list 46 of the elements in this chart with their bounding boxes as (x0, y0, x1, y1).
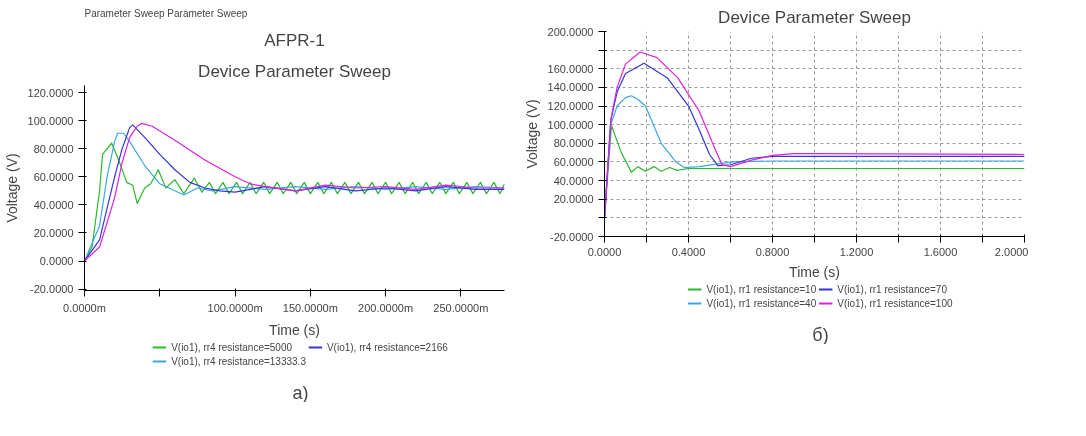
y-tick-label: 20.0000 (33, 226, 74, 239)
x-tick-label: 100.0000m (207, 301, 263, 314)
text: а) (292, 382, 309, 403)
legend-label: V(io1), rr4 resistance=13333.3 (171, 355, 306, 367)
chart-title: AFPR-1 (264, 30, 325, 50)
x-tick-label: 150.0000m (282, 301, 338, 314)
legend-label: V(io1), rr1 resistance=100 (837, 297, 953, 309)
y-tick-label: -20.0000 (30, 283, 74, 296)
y-tick-label: -20.0000 (550, 230, 594, 243)
y-tick-label: 60.0000 (33, 170, 74, 183)
legend-label: V(io1), rr1 resistance=10 (706, 283, 817, 295)
x-tick-label: 0.8000 (755, 245, 790, 258)
y-tick-label: 20.0000 (553, 193, 594, 206)
text: б) (812, 324, 829, 345)
x-tick-label: 0.4000 (671, 245, 706, 258)
y-axis-title: Voltage (V) (523, 99, 540, 169)
y-tick-label: 160.0000 (547, 62, 594, 75)
x-axis-title: Time (s) (269, 321, 320, 338)
y-tick-label: 80.0000 (553, 137, 594, 150)
y-tick-label: 100.0000 (547, 118, 594, 131)
y-tick-label: 140.0000 (547, 81, 594, 94)
legend-label: V(io1), rr4 resistance=5000 (171, 341, 293, 353)
y-tick-label: 100.0000 (27, 114, 74, 127)
y-tick-label: 40.0000 (553, 174, 594, 187)
x-tick-label: 0.0000m (63, 301, 106, 314)
x-tick-label: 200.0000m (358, 301, 414, 314)
legend-label: V(io1), rr4 resistance=2166 (326, 341, 448, 353)
text: Parameter Sweep Parameter Sweep (84, 7, 248, 19)
chart-title: Device Parameter Sweep (718, 7, 911, 27)
y-tick-label: 80.0000 (33, 142, 74, 155)
chart-subtitle: Device Parameter Sweep (198, 61, 391, 81)
y-tick-label: 120.0000 (27, 86, 74, 99)
y-tick-label: 200.0000 (547, 25, 594, 38)
x-tick-label: 250.0000m (433, 301, 489, 314)
x-tick-label: 1.2000 (839, 245, 874, 258)
x-tick-label: 1.6000 (923, 245, 958, 258)
y-tick-label: 120.0000 (547, 100, 594, 113)
y-tick-label: 60.0000 (553, 155, 594, 168)
x-tick-label: 0.0000 (587, 245, 622, 258)
x-tick-label: 2.0000 (994, 245, 1029, 258)
legend-label: V(io1), rr1 resistance=70 (837, 283, 947, 295)
y-tick-label: 0.0000 (39, 255, 74, 268)
y-tick-label: 40.0000 (33, 198, 74, 211)
y-axis-title: Voltage (V) (3, 153, 20, 223)
legend-label: V(io1), rr1 resistance=40 (706, 297, 817, 309)
x-axis-title: Time (s) (789, 263, 840, 280)
